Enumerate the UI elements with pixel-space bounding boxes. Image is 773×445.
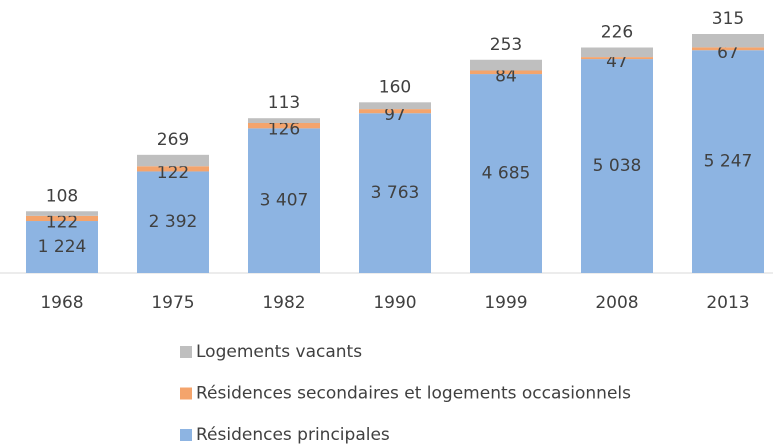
bar-segment [692,47,764,51]
bar-segment [581,57,653,60]
data-label: 4 685 [482,164,531,184]
data-label: 253 [490,35,522,55]
data-label: 84 [495,66,517,86]
bar-segment [248,128,320,273]
data-label: 97 [384,105,406,125]
data-label: 2 392 [149,212,198,232]
x-tick-label: 1990 [373,293,416,313]
bar-segment [137,166,209,172]
bar-segment [470,74,542,273]
data-label: 5 247 [704,152,753,172]
data-label: 126 [268,120,300,140]
data-label: 1 224 [38,237,87,257]
data-label: 108 [46,186,78,206]
bar-segment [248,122,320,129]
data-label: 3 763 [371,183,420,203]
bar-segment [692,34,764,48]
bar-segment [248,118,320,123]
bar-segment [359,102,431,110]
data-label: 160 [379,77,411,97]
legend-label: Résidences principales [196,425,390,445]
x-tick-label: 2008 [595,293,638,313]
data-label: 122 [157,163,189,183]
x-tick-label: 1975 [151,293,194,313]
bar-segment [26,221,98,273]
legend-swatch [180,387,192,400]
data-label: 269 [157,130,189,150]
bar-segment [26,215,98,222]
data-label: 67 [717,43,739,63]
legend-swatch [180,429,192,441]
bar-segment [359,113,431,273]
data-label: 113 [268,93,300,113]
data-label: 226 [601,23,633,43]
bar-segment [26,211,98,216]
x-tick-label: 1968 [40,293,83,313]
bar-segment [470,70,542,75]
legend-swatch [180,346,192,358]
data-label: 5 038 [593,156,642,176]
legend-label: Résidences secondaires et logements occa… [196,384,631,404]
data-label: 315 [712,9,744,29]
x-tick-label: 1982 [262,293,305,313]
bar-segment [692,50,764,273]
x-tick-label: 2013 [706,293,749,313]
legend-label: Logements vacants [196,342,362,362]
data-label: 122 [46,212,78,232]
bar-segment [581,47,653,58]
x-tick-label: 1999 [484,293,527,313]
data-label: 3 407 [260,191,309,211]
bar-segment [581,59,653,273]
bar-segment [470,59,542,71]
bar-segment [137,154,209,167]
bar-segment [137,171,209,273]
bar-segment [359,109,431,114]
